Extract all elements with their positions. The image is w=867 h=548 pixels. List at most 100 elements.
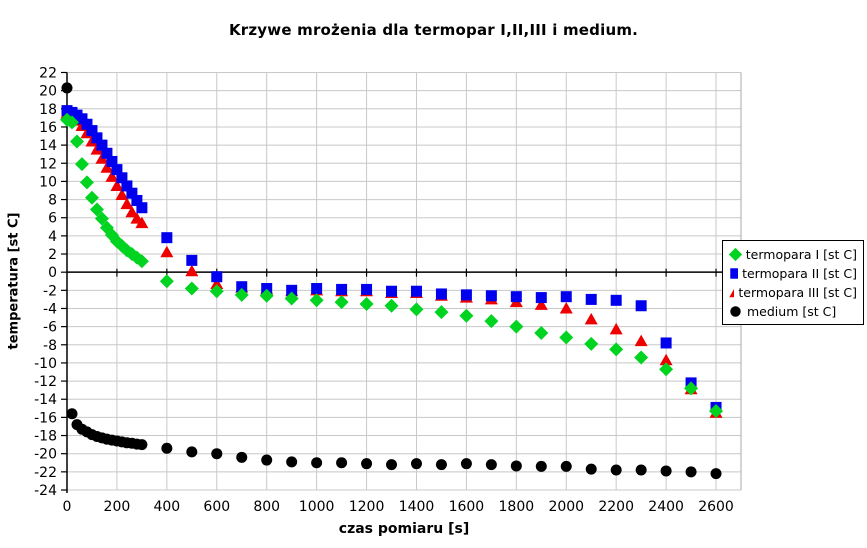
diamond-marker [89,202,104,217]
square-marker [560,291,572,303]
legend-item: termopara III [st C] [728,283,857,301]
chart-title: Krzywe mrożenia dla termopar I,II,III i … [228,21,639,39]
triangle-marker [120,197,134,210]
circle-marker [435,459,447,471]
y-tick-label: -6 [43,320,57,336]
diamond-marker [584,336,599,351]
diamond-marker [159,274,174,289]
circle-marker [61,82,73,94]
circle-marker [361,458,373,470]
y-tick-label: 16 [39,120,57,136]
circle-marker [66,408,78,420]
y-tick-label: 20 [39,84,57,100]
x-tick-label: 1800 [499,499,535,515]
x-tick-label: 600 [203,499,230,515]
diamond-marker [434,305,449,320]
square-marker [96,139,108,151]
square-marker [435,288,447,300]
x-tick-label: 0 [63,499,72,515]
x-tick-label: 1400 [399,499,435,515]
square-marker [121,180,133,192]
diamond-marker [459,308,474,323]
legend-item: termopara I [st C] [728,245,857,263]
square-marker [460,289,472,301]
diamond-icon [728,247,742,261]
x-tick-label: 2600 [698,499,734,515]
diamond-marker [334,295,349,310]
x-tick-label: 1000 [299,499,335,515]
circle-marker [535,460,547,472]
diamond-icon-shape [728,247,742,261]
x-tick-label: 1600 [449,499,485,515]
diamond-marker [484,314,499,329]
circle-marker [585,463,597,475]
diamond-marker [234,287,249,302]
circle-marker [136,439,148,451]
y-tick-label: -14 [34,392,57,408]
triangle-marker [210,277,224,289]
diamond-marker [74,157,89,172]
square-marker [485,290,497,302]
y-tick-label: 0 [48,265,57,281]
circle-marker [635,464,647,476]
legend-item: termopara II [st C] [728,264,857,282]
circle-marker [485,459,497,471]
square-marker [311,283,323,295]
circle-marker [410,458,422,470]
circle-marker [386,459,398,471]
y-tick-label: 8 [48,193,57,209]
y-tick-label: 2 [48,247,57,263]
diamond-marker [609,342,624,357]
square-marker [336,283,348,295]
square-marker [111,164,123,176]
x-tick-label: 1200 [349,499,385,515]
circle-marker [685,466,697,478]
circle-marker [560,460,572,472]
diamond-marker [94,211,109,226]
y-tick-label: 22 [39,66,57,82]
diamond-marker [409,302,424,317]
square-marker [186,254,198,266]
circle-icon [730,305,741,317]
diamond-marker [184,281,199,296]
triangle-marker [100,161,114,173]
y-tick-label: 18 [39,102,57,118]
circle-marker [311,457,323,469]
diamond-marker [534,325,549,340]
diamond-marker [259,288,274,303]
y-tick-label: 10 [39,174,57,190]
square-marker [610,294,622,306]
triangle-marker [110,179,124,191]
diamond-marker [509,319,524,334]
triangle-icon-shape [729,287,735,297]
square-marker [211,271,223,283]
diamond-marker [359,296,374,311]
diamond-marker [84,190,99,205]
x-axis-title: czas pomiaru [s] [338,521,470,537]
triangle-icon [729,287,735,297]
triangle-marker [559,301,573,314]
square-marker [635,300,647,312]
diamond-marker [64,115,79,130]
triangle-marker [185,264,199,277]
triangle-marker [135,216,149,229]
square-marker [81,118,93,130]
square-marker [660,337,672,349]
x-tick-label: 2200 [598,499,634,515]
triangle-marker [609,322,623,335]
circle-marker [336,457,348,469]
square-marker [361,283,373,295]
circle-marker [610,464,622,476]
square-marker [126,187,138,199]
circle-marker [286,456,298,468]
square-icon-shape [730,267,739,279]
square-marker [86,125,98,137]
triangle-marker [115,188,129,201]
diamond-marker [684,381,699,396]
circle-icon-shape [730,305,741,317]
circle-marker [186,446,198,458]
x-tick-label: 800 [253,499,280,515]
diamond-marker [134,254,149,269]
circle-marker [211,448,223,460]
